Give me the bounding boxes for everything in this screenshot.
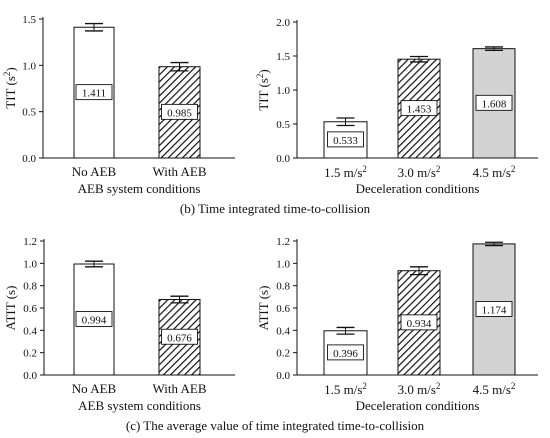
y-tick-label: 1.0: [276, 85, 290, 97]
y-tick-label: 0.5: [276, 119, 290, 131]
data-label-box: [475, 94, 513, 111]
y-tick-label: 0.2: [23, 348, 37, 360]
category-label: 4.5 m/s2: [473, 381, 516, 397]
y-tick-label: 1.2: [23, 236, 37, 248]
data-label: 1.174: [482, 304, 507, 316]
data-label: 1.453: [407, 104, 432, 116]
data-label-box: [475, 301, 513, 317]
data-label: 0.676: [167, 332, 192, 344]
category-label: 3.0 m/s2: [398, 164, 441, 180]
y-tick-label: 0.5: [22, 107, 36, 119]
category-label: 4.5 m/s2: [473, 164, 516, 180]
y-tick-label: 0.0: [23, 370, 37, 382]
category-label: With AEB: [152, 164, 206, 179]
x-axis-label: Deceleration conditions: [356, 398, 480, 413]
y-tick-label: 0.0: [276, 370, 290, 382]
x-axis-label: Deceleration conditions: [356, 181, 480, 196]
data-label-box: [327, 344, 364, 361]
data-label-box: [75, 84, 113, 101]
data-label: 0.985: [167, 107, 192, 119]
data-label: 0.934: [407, 318, 432, 330]
data-label: 0.994: [82, 315, 107, 327]
chart-atit-deceleration: 0.0 0.2 0.4 0.6 0.8 1.0 1.2 ATIT (s) 0.396 1.5 m/…: [256, 236, 538, 413]
y-tick-label: 0.6: [23, 303, 37, 315]
y-axis-label: TIT (s2): [2, 67, 18, 108]
chart-tit-deceleration: 0.0 0.5 1.0 1.5 2.0 TIT (s2) 0.533 1.5 m/s2 1.45…: [255, 17, 538, 196]
y-tick-label: 1.5: [276, 51, 290, 63]
y-tick-label: 1.0: [23, 258, 37, 270]
category-label: 1.5 m/s2: [324, 381, 367, 397]
data-label-box: [75, 311, 113, 327]
data-label-box: [400, 314, 438, 331]
caption-b: (b) Time integrated time-to-collision: [179, 201, 371, 216]
y-tick-label: 1.0: [276, 258, 290, 270]
data-label: 1.411: [82, 88, 106, 100]
data-label: 0.396: [333, 348, 358, 360]
category-label: With AEB: [152, 381, 206, 396]
caption-c: (c) The average value of time integrated…: [125, 418, 425, 433]
data-label: 1.608: [482, 98, 507, 110]
x-axis-label: AEB system conditions: [78, 398, 201, 413]
data-label-box: [400, 100, 438, 117]
y-tick-label: 0.6: [276, 303, 290, 315]
y-tick-label: 0.4: [23, 325, 37, 337]
category-label: No AEB: [72, 164, 117, 179]
y-tick-label: 0.0: [22, 153, 36, 165]
data-label-box: [161, 328, 198, 345]
y-tick-label: 1.2: [276, 236, 290, 248]
y-tick-label: 0.8: [276, 281, 290, 293]
data-label-box: [327, 131, 364, 148]
y-tick-label: 0.0: [276, 153, 290, 165]
data-label-box: [161, 103, 198, 120]
chart-atit-aeb: 0.0 0.2 0.4 0.6 0.8 1.0 1.2 ATIT (s) 0.994 No AEB…: [3, 236, 235, 413]
y-axis-label: ATIT (s): [3, 286, 18, 331]
y-tick-label: 0.4: [276, 325, 290, 337]
x-axis-label: AEB system conditions: [78, 181, 201, 196]
y-axis-label: ATIT (s): [256, 286, 271, 331]
y-tick-label: 0.8: [23, 281, 37, 293]
category-label: 3.0 m/s2: [398, 381, 441, 397]
data-label: 0.533: [333, 135, 358, 147]
category-label: 1.5 m/s2: [324, 164, 367, 180]
y-tick-label: 2.0: [276, 17, 290, 29]
y-tick-label: 1.0: [22, 60, 36, 72]
y-axis-label: TIT (s2): [255, 69, 271, 110]
chart-tit-aeb: 0.0 0.5 1.0 1.5 TIT (s2) 1.411 No AEB 0.985 With…: [2, 14, 235, 196]
y-tick-label: 0.2: [276, 348, 290, 360]
y-tick-label: 1.5: [22, 14, 36, 26]
category-label: No AEB: [72, 381, 117, 396]
